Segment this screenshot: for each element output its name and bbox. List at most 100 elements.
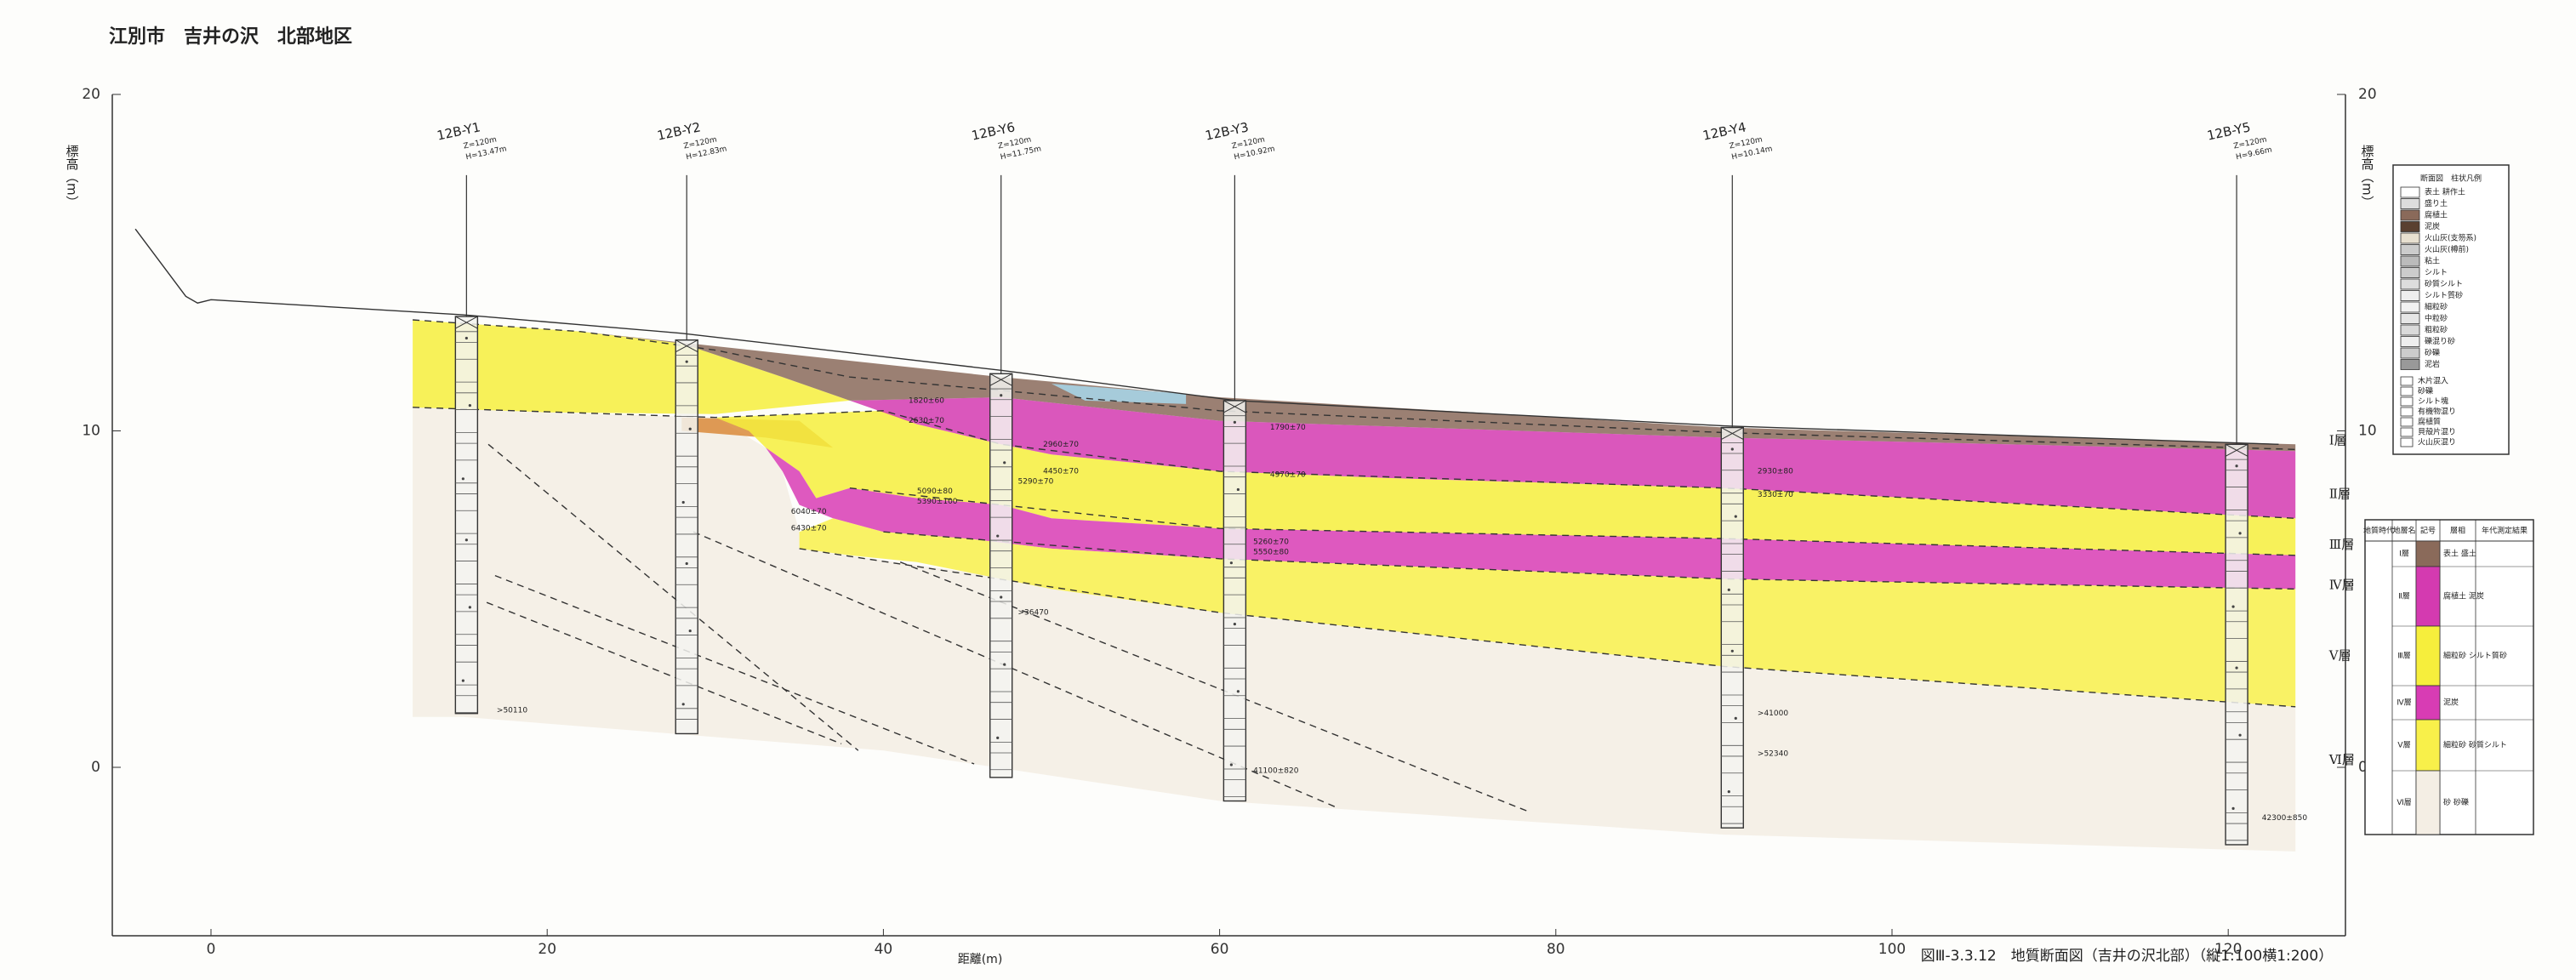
legend-swatch (2400, 290, 2420, 301)
column-dot (468, 403, 471, 407)
column-dot (2231, 806, 2235, 810)
legend-title: 断面図 柱状凡例 (2420, 174, 2482, 184)
legend-note-swatch (2400, 437, 2414, 447)
legend-swatch (2400, 347, 2420, 359)
legend-note-swatch (2400, 396, 2414, 407)
age-annotation: >36470 (1017, 609, 1048, 618)
column-dot (1734, 515, 1737, 518)
legend-swatch (2400, 336, 2420, 347)
column-dot (681, 703, 685, 706)
column-cap (1223, 400, 1246, 413)
layer-label: Ⅵ層 (2328, 752, 2355, 767)
age-annotation: 41100±820 (1253, 766, 1299, 775)
boundary (799, 548, 2296, 708)
table-color (2415, 540, 2441, 567)
column-dot (2235, 666, 2238, 669)
caption: 図Ⅲ-3.3.12 地質断面図（吉井の沢北部）（縦1:100横1:200） (1921, 948, 2333, 965)
legend-item: 火山灰(支笏系) (2425, 233, 2476, 243)
boundary (883, 531, 2296, 590)
column (454, 316, 479, 715)
boreholes: 12B-Y1Z=120mH=13.47m12B-Y2Z=120mH=12.83m… (436, 119, 2273, 846)
table-facies: 細粒砂 シルト質砂 (2443, 651, 2507, 661)
age-annotation: 5550±80 (1253, 548, 1289, 556)
column-dot (685, 360, 688, 363)
age-annotation: 5260±70 (1253, 538, 1289, 547)
legend-item: 中粒砂 (2425, 313, 2448, 323)
layer-base (413, 407, 2296, 852)
legend-swatch (2400, 255, 2420, 267)
age-annotation: 5290±70 (1017, 477, 1053, 486)
table-color (2415, 770, 2441, 835)
column-dot (461, 477, 464, 481)
layer-label: Ⅱ層 (2329, 487, 2351, 502)
table-facies: 泥炭 (2443, 698, 2459, 708)
boundary (494, 574, 975, 765)
y-tick-label: 10 (82, 423, 100, 440)
age-annotation: >50110 (497, 706, 527, 715)
age-annotation: 6040±70 (791, 508, 827, 516)
ground-surface (134, 228, 2279, 445)
column-dot (2238, 532, 2242, 535)
legend-note-swatch (2400, 417, 2414, 427)
legend-note: 木片混入 (2418, 376, 2448, 386)
column-dot (2235, 464, 2238, 468)
column-dot (2238, 733, 2242, 737)
y-tick-label-right: 10 (2358, 423, 2377, 440)
age-annotation: 2630±70 (909, 417, 944, 425)
table-facies: 表土 盛土 (2443, 549, 2476, 559)
column-dot (2231, 605, 2235, 608)
layer-5 (799, 518, 2296, 707)
legend-item: 砂質シルト (2425, 279, 2463, 289)
column-dot (1236, 487, 1240, 492)
column-dot (464, 538, 468, 542)
layer-label: Ⅳ層 (2329, 577, 2355, 592)
layer-3 (715, 410, 2296, 556)
legend-swatch (2400, 278, 2420, 290)
legend-item: シルト (2425, 269, 2448, 277)
column-dot (1730, 649, 1734, 652)
table-header: 層相 (2450, 526, 2465, 536)
column-dot (1233, 623, 1236, 626)
column-cap (455, 316, 478, 329)
legend-swatch (2400, 244, 2420, 255)
table-color (2415, 566, 2441, 627)
legend-item: 火山灰(樽前) (2425, 244, 2469, 254)
table-color (2415, 685, 2441, 721)
layer-label: Ⅲ層 (2329, 537, 2354, 552)
x-tick-label: 20 (538, 941, 556, 958)
age-annotation: >52340 (1758, 750, 1788, 759)
layer-label: Ⅴ層 (2328, 647, 2351, 663)
column-dot (1003, 663, 1006, 666)
column (2225, 443, 2248, 846)
legend-item: 表土 耕作土 (2425, 187, 2465, 197)
table-header: 地層名 (2392, 526, 2415, 536)
labels: 0 0 10 10 20 20 0 20 40 60 80 100 120 >50110 1820±60 26… (82, 86, 2376, 958)
layers (413, 320, 2296, 852)
legend-swatch (2400, 301, 2420, 313)
layer-upper-yellow (413, 320, 850, 414)
column-dot (1003, 461, 1006, 464)
column-dot (1229, 763, 1233, 766)
age-annotation: 1820±60 (909, 396, 944, 405)
legend-note-swatch (2400, 376, 2414, 386)
legend-item: シルト質砂 (2425, 290, 2463, 300)
y-tick-label: 20 (82, 86, 100, 103)
column-dot (1229, 561, 1233, 565)
age-annotation: 42300±850 (2262, 814, 2308, 823)
table-layer: Ⅱ層 (2398, 592, 2409, 601)
x-tick-label: 40 (875, 941, 893, 958)
legend-swatch (2400, 209, 2420, 221)
table-color (2415, 625, 2441, 687)
column-dot (1727, 588, 1730, 591)
boundary (487, 443, 859, 751)
legend-note-swatch (2400, 427, 2414, 437)
legend-note-swatch (2400, 386, 2414, 396)
column (1222, 400, 1247, 802)
table-header: 年代測定結果 (2482, 526, 2528, 536)
column-dot (681, 500, 685, 504)
y-axis-label: 標高（m） (65, 145, 80, 208)
layer-blue (1051, 384, 1187, 404)
column-cap (1721, 427, 1744, 440)
